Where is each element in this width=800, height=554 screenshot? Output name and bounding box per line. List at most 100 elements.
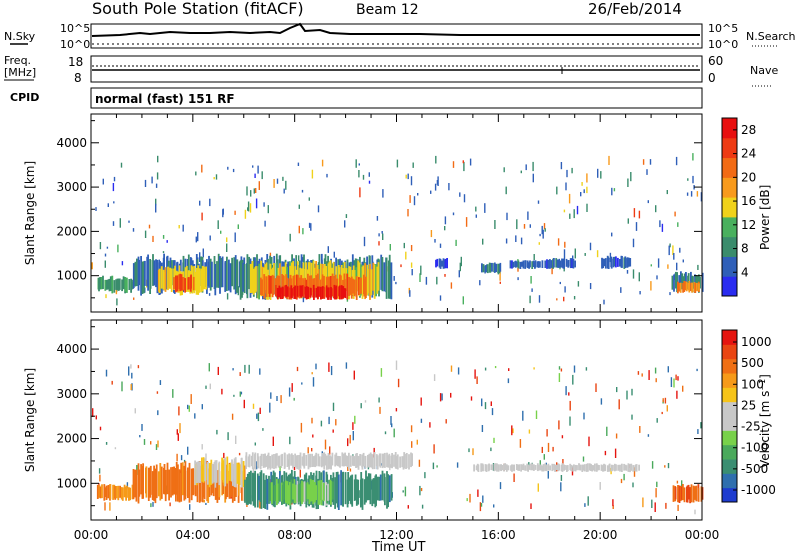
- echo-cell: [496, 463, 498, 472]
- echo-cell: [156, 259, 159, 294]
- scatter-speckle: [217, 366, 219, 375]
- echo-cell: [142, 463, 144, 499]
- echo-cell: [132, 469, 135, 500]
- echo-cell: [117, 485, 120, 501]
- scatter-speckle: [516, 219, 518, 230]
- echo-cell: [696, 282, 698, 292]
- echo-cell: [153, 465, 155, 501]
- echo-cell: [313, 456, 315, 467]
- scatter-speckle: [560, 162, 563, 170]
- scatter-speckle: [105, 442, 108, 445]
- scatter-speckle: [407, 505, 409, 509]
- scatter-speckle: [444, 226, 446, 231]
- echo-cell: [138, 259, 140, 286]
- echo-cell: [108, 278, 111, 292]
- scatter-speckle: [234, 210, 236, 215]
- scatter-speckle: [581, 182, 583, 186]
- echo-cell: [689, 487, 691, 504]
- echo-cell: [522, 260, 525, 269]
- echo-cell: [549, 259, 551, 269]
- echo-cell: [587, 463, 589, 472]
- echo-cell: [318, 480, 321, 505]
- echo-cell: [246, 254, 249, 299]
- y-axis-label: Slant Range [km]: [23, 368, 37, 472]
- echo-cell: [273, 454, 275, 470]
- scatter-speckle: [409, 195, 411, 203]
- echo-cell: [289, 454, 291, 466]
- echo-cell: [370, 453, 373, 468]
- scatter-speckle: [276, 396, 278, 401]
- scatter-speckle: [433, 444, 435, 454]
- echo-cell: [114, 486, 117, 500]
- cpid-text: normal (fast) 151 RF: [95, 92, 235, 106]
- scatter-speckle: [259, 368, 261, 375]
- echo-cell: [205, 266, 207, 290]
- echo-cell: [327, 483, 329, 501]
- cpid-label: CPID: [10, 91, 39, 104]
- echo-cell: [285, 480, 287, 503]
- echo-cell: [330, 456, 332, 470]
- echo-cell: [289, 481, 291, 506]
- scatter-speckle: [231, 413, 234, 420]
- echo-cell: [105, 485, 108, 500]
- scatter-speckle: [655, 378, 657, 383]
- echo-cell: [326, 287, 329, 300]
- echo-cell: [244, 479, 246, 503]
- echo-cell: [251, 261, 254, 293]
- scatter-speckle: [187, 446, 189, 455]
- echo-cell: [167, 266, 169, 291]
- echo-cell: [613, 463, 616, 472]
- echo-cell: [190, 468, 193, 501]
- echo-cell: [536, 463, 539, 472]
- echo-cell: [166, 462, 169, 495]
- echo-cell: [197, 461, 200, 483]
- echo-cell: [263, 276, 266, 294]
- echo-cell: [473, 464, 475, 472]
- scatter-speckle: [137, 365, 140, 369]
- scatter-speckle: [152, 235, 154, 242]
- echo-cell: [305, 482, 308, 502]
- scatter-speckle: [134, 408, 136, 414]
- echo-cell: [674, 486, 677, 500]
- echo-cell: [638, 464, 640, 471]
- scatter-speckle: [623, 473, 625, 481]
- scatter-speckle: [209, 235, 211, 241]
- scatter-speckle: [674, 211, 676, 217]
- scatter-speckle: [666, 190, 668, 195]
- scatter-speckle: [639, 426, 641, 433]
- echo-cell: [348, 277, 350, 296]
- echo-cell: [499, 262, 502, 272]
- echo-cell: [393, 454, 395, 467]
- echo-cell: [569, 258, 572, 269]
- scatter-speckle: [667, 366, 669, 373]
- scatter-speckle: [455, 239, 457, 246]
- echo-cell: [382, 453, 385, 468]
- scatter-speckle: [586, 173, 588, 183]
- echo-cell: [592, 465, 595, 471]
- echo-cell: [214, 264, 217, 296]
- echo-cell: [507, 465, 510, 471]
- echo-cell: [527, 464, 529, 472]
- echo-cell: [313, 288, 315, 300]
- echo-cell: [695, 485, 698, 502]
- scatter-speckle: [696, 191, 699, 197]
- scatter-speckle: [546, 429, 548, 437]
- echo-cell: [134, 261, 137, 287]
- echo-cell: [151, 471, 154, 501]
- nave-label: Nave: [750, 64, 778, 77]
- scatter-speckle: [166, 240, 168, 243]
- scatter-speckle: [113, 201, 115, 204]
- scatter-speckle: [358, 163, 360, 166]
- scatter-speckle: [611, 187, 613, 196]
- scatter-speckle: [573, 365, 576, 373]
- echo-cell: [391, 453, 393, 469]
- scatter-speckle: [677, 504, 679, 511]
- scatter-speckle: [254, 173, 256, 178]
- echo-cell: [293, 287, 296, 299]
- scatter-speckle: [682, 259, 684, 263]
- echo-cell: [579, 464, 582, 471]
- scatter-speckle: [98, 468, 101, 474]
- nsky-tick-top: 10^5: [60, 22, 90, 35]
- echo-cell: [539, 261, 541, 268]
- scatter-speckle: [310, 223, 312, 231]
